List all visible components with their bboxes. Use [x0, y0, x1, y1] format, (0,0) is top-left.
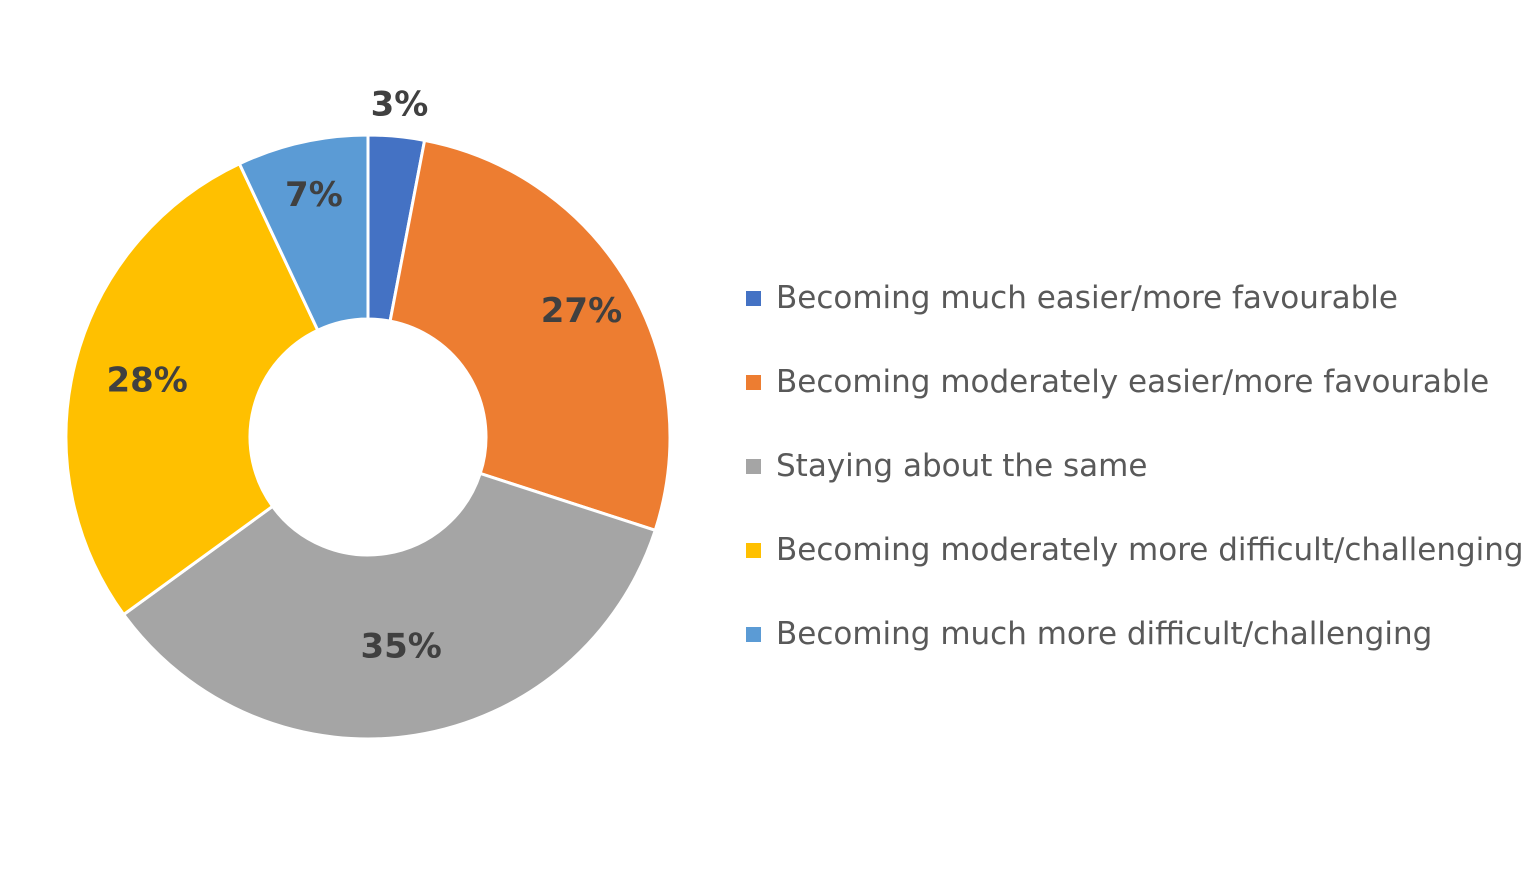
data-label-same: 35%: [360, 626, 441, 666]
data-label-moderately-easier: 27%: [541, 291, 622, 331]
legend-swatch: [746, 290, 761, 306]
legend-item-same: Staying about the same: [746, 424, 1536, 508]
legend-label: Staying about the same: [776, 448, 1148, 484]
donut-slice-same: [121, 471, 658, 741]
data-label-moderately-difficult: 28%: [106, 360, 187, 400]
legend-label: Becoming much more difficult/challenging: [776, 616, 1433, 652]
legend-item-moderately-difficult: Becoming moderately more difficult/chall…: [746, 508, 1536, 592]
legend-swatch: [746, 626, 761, 642]
legend-label: Becoming moderately more difficult/chall…: [776, 532, 1524, 568]
legend-label: Becoming moderately easier/more favourab…: [776, 364, 1490, 400]
legend-swatch: [746, 542, 761, 558]
data-labels: 3% 27% 35% 28% 7%: [106, 84, 622, 666]
legend-item-much-easier: Becoming much easier/more favourable: [746, 256, 1536, 340]
donut-slices: [64, 133, 672, 741]
legend-swatch: [746, 458, 761, 474]
donut-slice-moderately-easier: [388, 138, 672, 533]
donut-slice-much-difficult: [237, 133, 370, 333]
legend-item-moderately-easier: Becoming moderately easier/more favourab…: [746, 340, 1536, 424]
data-label-much-easier: 3%: [371, 84, 429, 124]
legend-label: Becoming much easier/more favourable: [776, 280, 1398, 316]
data-label-much-difficult: 7%: [285, 175, 343, 215]
legend-swatch: [746, 374, 761, 390]
donut-slice-moderately-difficult: [64, 161, 320, 617]
legend: Becoming much easier/more favourable Bec…: [746, 256, 1536, 676]
legend-item-much-difficult: Becoming much more difficult/challenging: [746, 592, 1536, 676]
